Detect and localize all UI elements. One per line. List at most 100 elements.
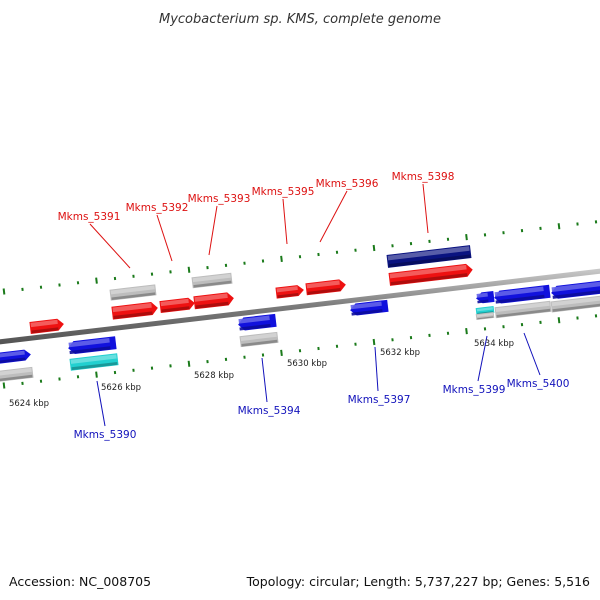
tick-minor — [539, 320, 542, 325]
tick-minor — [169, 270, 172, 274]
grey-feature[interactable] — [0, 366, 34, 383]
tick-minor — [21, 381, 24, 386]
leader-line — [89, 223, 131, 269]
tick-minor — [409, 241, 413, 246]
gene-mkms-5399[interactable] — [493, 284, 551, 304]
grey-feature[interactable] — [550, 294, 600, 313]
tick-marks — [2, 220, 598, 389]
leader-line — [156, 214, 173, 262]
gene-features — [0, 245, 600, 383]
gene-mkms-5390[interactable] — [67, 336, 117, 355]
gene-mkms-5394[interactable] — [237, 313, 277, 331]
leader-line — [282, 198, 288, 245]
tick-minor — [206, 265, 209, 270]
tick-minor — [483, 327, 487, 331]
tick-minor — [76, 375, 80, 379]
tick-minor — [113, 370, 117, 375]
tick-major — [2, 382, 6, 389]
grey-feature[interactable] — [475, 311, 495, 321]
tick-minor — [391, 338, 394, 342]
tick-minor — [206, 359, 209, 364]
tick-minor — [58, 377, 61, 381]
tick-minor — [224, 263, 228, 268]
leader-line — [477, 335, 488, 382]
tick-label-5626-kbp: 5626 kbp — [101, 383, 141, 393]
accession-text: Accession: NC_008705 — [9, 574, 152, 589]
tick-minor — [428, 239, 431, 244]
leader-line — [261, 357, 268, 403]
reverse-gene-labels: Mkms_5390 Mkms_5394 Mkms_5397 Mkms_5399 … — [74, 378, 570, 441]
gene-label-mkms-5390: Mkms_5390 — [74, 429, 137, 441]
tick-major — [187, 266, 191, 273]
cyan-feature[interactable] — [69, 353, 119, 371]
tick-minor — [76, 281, 80, 285]
gene-mkms-5398[interactable] — [388, 263, 474, 286]
map-title: Mycobacterium sp. KMS, complete genome — [159, 12, 441, 27]
leader-line — [523, 332, 541, 376]
tick-major — [280, 255, 283, 262]
tick-minor — [261, 353, 265, 357]
leader-line — [96, 380, 106, 427]
genome-backbone — [0, 268, 600, 345]
tick-minor — [354, 248, 357, 252]
tick-minor — [317, 346, 320, 351]
gene-label-mkms-5395: Mkms_5395 — [252, 186, 315, 198]
tick-minor — [391, 244, 394, 248]
tick-minor — [409, 335, 413, 340]
tick-minor — [132, 368, 135, 372]
tick-major — [95, 277, 98, 284]
tick-minor — [150, 366, 154, 370]
tick-minor — [224, 357, 228, 362]
tick-major — [2, 288, 6, 295]
tick-major — [557, 317, 561, 324]
gene-small-blue[interactable] — [475, 290, 495, 304]
gene-mkms-5391a[interactable] — [29, 318, 64, 334]
tick-minor — [298, 349, 302, 353]
tick-minor — [150, 272, 154, 276]
tick-minor — [243, 355, 246, 359]
grey-feature[interactable] — [191, 272, 233, 289]
leader-line — [319, 190, 348, 243]
tick-major — [95, 371, 98, 378]
tick-minor — [335, 250, 339, 254]
tick-minor — [354, 342, 357, 346]
grey-feature[interactable] — [239, 331, 279, 348]
gene-mkms-5397[interactable] — [349, 299, 389, 316]
tick-minor — [483, 233, 487, 237]
tick-minor — [335, 344, 339, 348]
gene-mkms-5392[interactable] — [159, 297, 195, 314]
tick-major — [372, 244, 376, 252]
tick-minor — [298, 255, 302, 259]
tick-minor — [58, 283, 61, 287]
tick-minor — [594, 314, 598, 318]
tick-label-5634-kbp: 5634 kbp — [474, 339, 514, 349]
tick-minor — [520, 228, 524, 233]
gene-mkms-5400[interactable] — [550, 279, 600, 300]
genome-summary-text: Topology: circular; Length: 5,737,227 bp… — [246, 574, 590, 589]
forward-gene-labels: Mkms_5391 Mkms_5392 Mkms_5393 Mkms_5395 … — [58, 171, 455, 223]
tick-minor — [502, 325, 505, 329]
gene-label-mkms-5396: Mkms_5396 — [316, 178, 379, 190]
tick-minor — [539, 226, 542, 231]
gene-label-mkms-5400: Mkms_5400 — [507, 378, 570, 390]
tick-minor — [169, 364, 172, 368]
gene-mkms-5398-dark[interactable] — [386, 245, 472, 268]
gene-mkms-5393[interactable] — [193, 292, 234, 310]
gene-label-mkms-5397: Mkms_5397 — [348, 394, 411, 406]
gene-mkms-5389[interactable] — [0, 349, 32, 365]
tick-label-5624-kbp: 5624 kbp — [9, 399, 49, 409]
gene-mkms-5391[interactable] — [111, 301, 158, 320]
gene-label-mkms-5391: Mkms_5391 — [58, 211, 121, 223]
tick-minor — [520, 322, 524, 327]
tick-major — [280, 349, 283, 356]
grey-feature[interactable] — [109, 284, 157, 301]
gene-label-mkms-5398: Mkms_5398 — [392, 171, 455, 183]
gene-mkms-5395[interactable] — [275, 284, 304, 299]
gene-mkms-5396[interactable] — [305, 279, 346, 296]
tick-minor — [132, 274, 135, 278]
tick-minor — [39, 379, 43, 383]
tick-minor — [113, 276, 117, 281]
grey-feature[interactable] — [494, 300, 552, 319]
leader-line — [208, 205, 218, 256]
